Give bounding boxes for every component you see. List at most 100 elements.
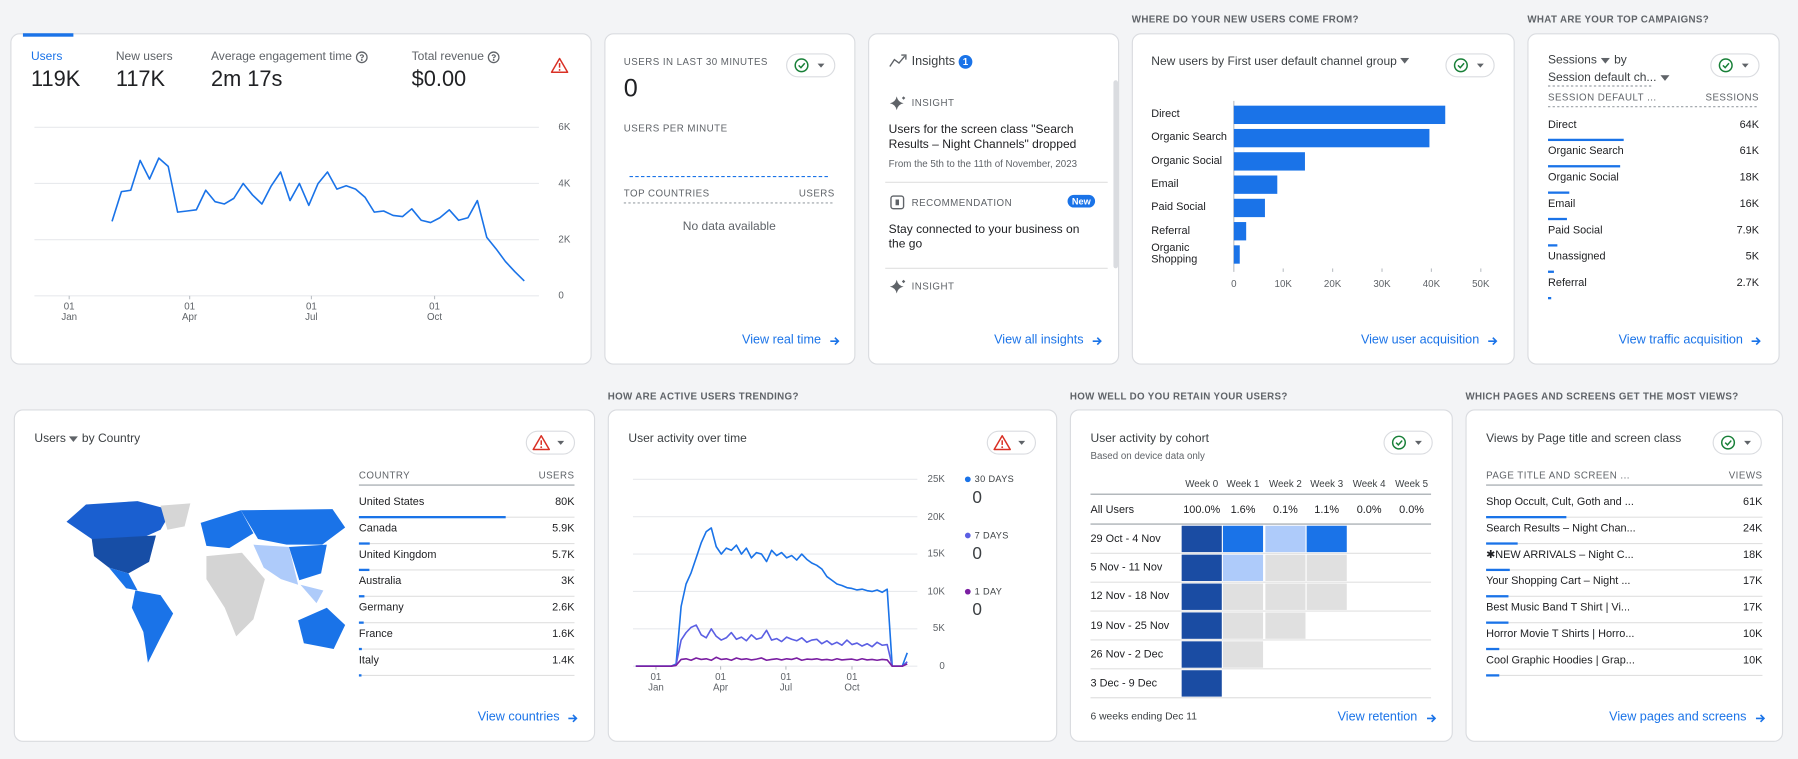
chart-title[interactable]: Sessions by	[1548, 53, 1627, 68]
metric-label[interactable]: Average engagement time	[211, 50, 368, 65]
row-value: 64K	[1739, 118, 1760, 132]
warning-dot	[558, 69, 561, 71]
empty-note: No data available	[682, 219, 776, 234]
map-region	[160, 503, 191, 530]
row-bar	[1486, 595, 1509, 598]
row-label: Horror Movie T Shirts | Horro...	[1486, 627, 1635, 641]
cohort-cell	[1181, 554, 1222, 582]
check-mark	[1724, 440, 1732, 447]
status-button[interactable]	[1712, 430, 1762, 455]
metric-label[interactable]: New users	[115, 49, 173, 64]
title-dimension: by Country	[81, 431, 141, 446]
caret-shape	[1600, 57, 1610, 64]
status-button[interactable]	[1445, 53, 1495, 78]
map-region	[253, 544, 299, 585]
rt-value: 0	[623, 73, 638, 103]
x-tick-label: 40K	[1422, 278, 1441, 290]
card	[10, 33, 592, 365]
status-button[interactable]	[786, 53, 836, 78]
view-link[interactable]: View all insights	[994, 333, 1103, 348]
status-button[interactable]	[525, 430, 576, 455]
sparkle-icon	[889, 96, 906, 111]
map-region	[91, 535, 156, 574]
tab-indicator	[22, 33, 74, 37]
dropdown-caret	[1600, 57, 1610, 64]
status-button[interactable]	[986, 430, 1037, 455]
arrow-shape	[1488, 336, 1498, 345]
info-ring	[487, 51, 500, 64]
row-label: ✱NEW ARRIVALS – Night C...	[1486, 548, 1634, 562]
column-header: PAGE TITLE AND SCREEN ...	[1486, 469, 1630, 482]
info-ring	[355, 51, 368, 64]
status-button[interactable]	[1710, 53, 1760, 78]
row-value: 61K	[1743, 495, 1763, 509]
x-tick-label: 01 Jul	[779, 670, 793, 693]
row-value: 17K	[1743, 575, 1763, 588]
x-tick-label: 01 Oct	[844, 670, 860, 693]
row-bar	[1486, 621, 1509, 624]
y-tick-label: 6K	[558, 120, 571, 133]
row-bar	[1486, 568, 1510, 572]
rt-subtitle: USERS PER MINUTE	[623, 122, 728, 134]
bar	[1233, 245, 1240, 264]
view-link[interactable]: View pages and screens	[1609, 710, 1766, 725]
legend-swatch	[964, 588, 971, 595]
status-button[interactable]	[1383, 430, 1433, 455]
view-link[interactable]: View user acquisition	[1361, 333, 1499, 348]
chart-title[interactable]: New users by First user default channel …	[1151, 54, 1410, 69]
metric-label[interactable]: Users	[30, 49, 63, 64]
caret-shape	[1659, 74, 1670, 81]
warning-icon	[550, 57, 569, 73]
row-label: Referral	[1548, 276, 1587, 290]
x-tick-label: 01 Jul	[305, 300, 318, 323]
button-caret	[1018, 440, 1026, 445]
x-tick-label: 50K	[1472, 278, 1490, 290]
warning-dot	[540, 446, 543, 449]
arrow-icon	[1752, 336, 1762, 345]
chart-dimension[interactable]: Session default ch...	[1548, 71, 1670, 86]
column-header: Week 3	[1310, 477, 1344, 490]
cohort-cell	[1222, 525, 1264, 553]
cohort-label: 5 Nov - 11 Nov	[1090, 561, 1163, 575]
map-region	[200, 510, 254, 549]
column-header: SESSION DEFAULT ...	[1548, 91, 1657, 103]
row-bar	[1548, 244, 1558, 247]
row-label: Canada	[358, 522, 398, 535]
arrow-shape	[1092, 336, 1102, 345]
sparkle-icon	[889, 279, 906, 294]
item-text: Stay connected to your business on the g…	[888, 222, 1080, 252]
view-link[interactable]: View traffic acquisition	[1619, 333, 1763, 348]
chart-title[interactable]: Users by Country	[34, 431, 141, 446]
view-link[interactable]: View real time	[742, 333, 840, 348]
view-link[interactable]: View countries	[478, 710, 579, 725]
row-value: 1.6%	[1230, 503, 1256, 517]
y-tick-label: 2K	[558, 233, 571, 245]
cohort-cell	[1265, 583, 1306, 610]
view-link[interactable]: View retention	[1338, 710, 1437, 725]
button-caret	[1476, 63, 1484, 68]
y-tick-label: 25K	[927, 473, 945, 485]
y-tick-label: 20K	[927, 510, 945, 522]
world-map	[66, 501, 346, 663]
category-label: Direct	[1151, 107, 1180, 121]
row-value: 2.6K	[552, 601, 575, 615]
column-header: SESSIONS	[1705, 91, 1760, 103]
dropdown-caret	[69, 435, 79, 442]
column-header: VIEWS	[1728, 469, 1763, 482]
legend-swatch	[964, 532, 971, 539]
cohort-cell	[1222, 583, 1264, 610]
metric-label[interactable]: Total revenue	[412, 50, 500, 65]
row-bar	[358, 647, 362, 651]
arrow-icon	[1092, 336, 1102, 345]
warning-icon	[532, 434, 551, 451]
category-label: Organic Social	[1151, 154, 1223, 168]
x-tick-label: 01 Apr	[182, 300, 198, 323]
cohort-cell	[1222, 554, 1264, 582]
row-value: 61K	[1739, 145, 1760, 158]
row-label: United Kingdom	[358, 548, 437, 562]
row-bar	[358, 621, 364, 624]
row-label: Direct	[1548, 118, 1577, 132]
row-label: Organic Social	[1548, 171, 1619, 185]
row-value: 7.9K	[1736, 224, 1760, 237]
